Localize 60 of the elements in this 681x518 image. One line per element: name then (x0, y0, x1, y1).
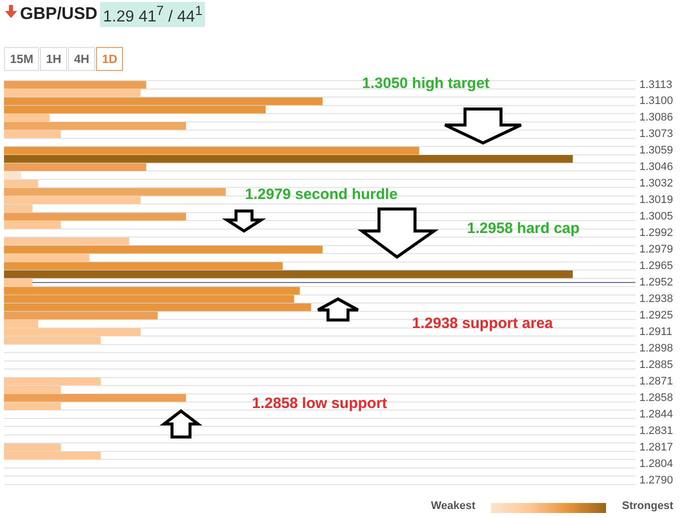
chart-subtitle: 1.29 41$^{7}$ / 44$^{1}$ (100, 2, 206, 28)
y-tick-label: 1.2911 (639, 326, 672, 338)
annotation: 1.3050 high target (362, 75, 490, 92)
bar (4, 130, 61, 138)
y-tick-label: 1.2898 (639, 342, 674, 354)
bar (4, 278, 32, 286)
y-tick-label: 1.3046 (639, 161, 674, 174)
y-tick-label: 1.2952 (639, 276, 674, 289)
y-tick-label: 1.3113 (639, 78, 672, 91)
bar (4, 262, 283, 270)
y-tick-label: 1.3019 (639, 194, 674, 206)
bar (4, 270, 573, 278)
y-tick-label: 1.3073 (639, 128, 674, 140)
bar (4, 394, 186, 402)
bar (4, 312, 158, 320)
bar (4, 188, 226, 196)
y-tick-label: 1.2925 (639, 309, 674, 322)
bar (4, 163, 146, 171)
annotation: 1.2938 support area (412, 315, 553, 332)
y-tick-label: 1.3100 (639, 95, 674, 108)
y-tick-label: 1.2817 (639, 441, 674, 454)
annotation: 1.2958 hard cap (467, 220, 580, 237)
annotation: 1.2979 second hurdle (245, 186, 398, 203)
y-tick-label: 1.2804 (639, 458, 674, 470)
y-tick-label: 1.3032 (639, 178, 674, 190)
text: Strongest (622, 500, 674, 512)
text: 1H (40, 47, 68, 71)
y-tick-label: 1.3086 (639, 112, 674, 124)
y-tick-label: 1.2979 (639, 244, 674, 256)
text: 4H (68, 47, 96, 71)
y-tick-label: 1.3059 (639, 144, 674, 157)
text: 15M (4, 47, 40, 71)
y-tick-label: 1.2938 (639, 293, 674, 306)
annotation: 1.2858 low support (252, 395, 388, 412)
y-tick-label: 1.2871 (639, 375, 674, 388)
bar (4, 146, 420, 155)
bar (4, 212, 186, 220)
bar (4, 246, 323, 254)
bar (4, 220, 61, 229)
bar (4, 171, 22, 180)
y-tick-label: 1.2831 (639, 424, 674, 437)
chart-title: GBP/USD (20, 4, 98, 24)
text: Weakest (431, 500, 476, 512)
bar (4, 254, 90, 262)
bar (4, 114, 50, 122)
y-tick-label: 1.3005 (639, 210, 674, 223)
y-tick-label: 1.2790 (639, 474, 674, 486)
y-tick-label: 1.2965 (639, 260, 674, 272)
bar (4, 237, 130, 246)
y-tick-label: 1.2885 (639, 358, 674, 371)
bar (4, 155, 573, 163)
text: 1D (96, 47, 124, 71)
y-tick-label: 1.2858 (639, 392, 674, 404)
y-tick-label: 1.2992 (639, 227, 674, 240)
bar (4, 122, 186, 130)
bar (4, 180, 38, 188)
bar (4, 80, 146, 89)
y-tick-label: 1.2844 (639, 408, 674, 420)
bar (4, 402, 61, 410)
bar (4, 89, 141, 97)
